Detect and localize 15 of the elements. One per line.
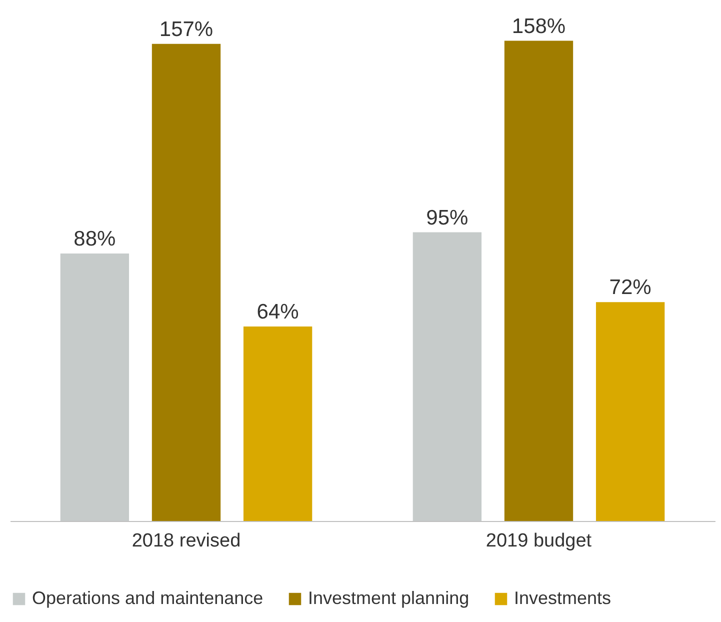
- bar: [596, 302, 665, 521]
- bar: [243, 326, 312, 521]
- bar: [504, 40, 574, 521]
- data-label: 72%: [609, 276, 652, 300]
- data-label: 95%: [426, 206, 468, 230]
- bar: [152, 44, 221, 521]
- legend-label: Operations and maintenance: [32, 588, 264, 608]
- data-label: 88%: [74, 228, 116, 251]
- data-label: 157%: [159, 18, 214, 41]
- x-tick-label: 2018 revised: [132, 530, 241, 552]
- data-label: 64%: [256, 300, 299, 324]
- legend-label: Investments: [514, 588, 612, 608]
- data-label: 158%: [512, 14, 566, 38]
- x-tick-label: 2019 budget: [486, 530, 592, 552]
- legend-label: Investment planning: [308, 588, 470, 608]
